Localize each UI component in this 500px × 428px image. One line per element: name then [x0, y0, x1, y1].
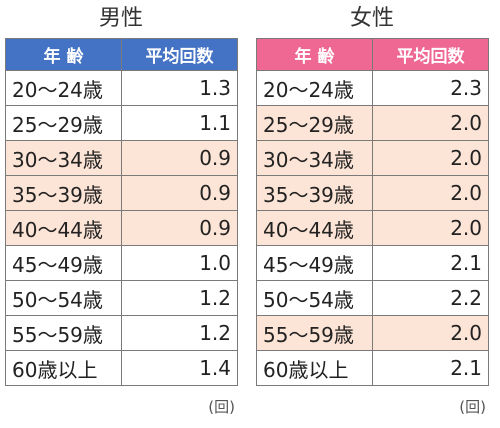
- male-table-body: 20～24歳 1.3 25～29歳 1.1 30～34歳 0.9 35～39歳 0.9 40～4…: [5, 70, 238, 386]
- age-range-cell: 50～54歳: [256, 280, 373, 316]
- female-table-body: 20～24歳 2.3 25～29歳 2.0 30～34歳 2.0 35～39歳 2.0 40～4…: [256, 70, 489, 386]
- table-row: 25～29歳 2.0: [256, 105, 489, 141]
- average-count-cell: 1.1: [121, 105, 238, 141]
- table-row: 35～39歳 2.0: [256, 175, 489, 211]
- average-count-cell: 2.3: [372, 70, 489, 106]
- age-range-cell: 45～49歳: [256, 245, 373, 281]
- average-count-cell: 1.2: [121, 280, 238, 316]
- average-count-cell: 1.0: [121, 245, 238, 281]
- age-range-cell: 25～29歳: [256, 105, 373, 141]
- age-range-cell: 35～39歳: [5, 175, 122, 211]
- average-count-cell: 0.9: [121, 140, 238, 176]
- average-count-cell: 1.2: [121, 315, 238, 351]
- average-count-cell: 0.9: [121, 175, 238, 211]
- average-count-cell: 2.2: [372, 280, 489, 316]
- male-table: 年 齢 平均回数 20～24歳 1.3 25～29歳 1.1 30～34歳 0.9 35～3…: [5, 38, 238, 386]
- table-row: 50～54歳 1.2: [5, 280, 238, 316]
- age-range-cell: 40～44歳: [256, 210, 373, 246]
- table-row: 60歳以上 2.1: [256, 350, 489, 386]
- average-count-cell: 1.3: [121, 70, 238, 106]
- age-range-cell: 35～39歳: [256, 175, 373, 211]
- table-row: 55～59歳 2.0: [256, 315, 489, 351]
- age-range-cell: 20～24歳: [256, 70, 373, 106]
- table-row: 30～34歳 2.0: [256, 140, 489, 176]
- female-table: 年 齢 平均回数 20～24歳 2.3 25～29歳 2.0 30～34歳 2.0 35～3…: [256, 38, 489, 386]
- average-count-cell: 2.0: [372, 315, 489, 351]
- table-row: 45～49歳 2.1: [256, 245, 489, 281]
- female-age-header: 年 齢: [256, 38, 373, 71]
- average-count-cell: 2.0: [372, 175, 489, 211]
- table-row: 40～44歳 0.9: [5, 210, 238, 246]
- male-value-header: 平均回数: [121, 38, 238, 71]
- table-row: 55～59歳 1.2: [5, 315, 238, 351]
- age-range-cell: 50～54歳: [5, 280, 122, 316]
- average-count-cell: 2.0: [372, 105, 489, 141]
- female-unit-label: (回): [459, 398, 486, 416]
- age-range-cell: 55～59歳: [5, 315, 122, 351]
- female-value-header: 平均回数: [372, 38, 489, 71]
- average-count-cell: 2.0: [372, 140, 489, 176]
- age-range-cell: 40～44歳: [5, 210, 122, 246]
- age-range-cell: 60歳以上: [5, 350, 122, 386]
- female-header-row: 年 齢 平均回数: [256, 38, 489, 71]
- male-header-row: 年 齢 平均回数: [5, 38, 238, 71]
- table-row: 20～24歳 1.3: [5, 70, 238, 106]
- table-row: 60歳以上 1.4: [5, 350, 238, 386]
- male-age-header: 年 齢: [5, 38, 122, 71]
- age-range-cell: 55～59歳: [256, 315, 373, 351]
- average-count-cell: 2.1: [372, 245, 489, 281]
- table-row: 25～29歳 1.1: [5, 105, 238, 141]
- age-range-cell: 45～49歳: [5, 245, 122, 281]
- average-count-cell: 2.0: [372, 210, 489, 246]
- table-row: 40～44歳 2.0: [256, 210, 489, 246]
- male-title: 男性: [98, 6, 143, 31]
- age-range-cell: 60歳以上: [256, 350, 373, 386]
- male-unit-label: (回): [208, 398, 235, 416]
- average-count-cell: 2.1: [372, 350, 489, 386]
- average-count-cell: 0.9: [121, 210, 238, 246]
- average-count-cell: 1.4: [121, 350, 238, 386]
- table-row: 45～49歳 1.0: [5, 245, 238, 281]
- female-title: 女性: [349, 6, 394, 31]
- age-range-cell: 30～34歳: [5, 140, 122, 176]
- table-row: 20～24歳 2.3: [256, 70, 489, 106]
- age-range-cell: 30～34歳: [256, 140, 373, 176]
- female-panel: 女性 年 齢 平均回数 20～24歳 2.3 25～29歳 2.0 30～34歳 2.0 3…: [256, 0, 489, 422]
- table-row: 30～34歳 0.9: [5, 140, 238, 176]
- age-range-cell: 25～29歳: [5, 105, 122, 141]
- male-panel: 男性 年 齢 平均回数 20～24歳 1.3 25～29歳 1.1 30～34歳 0.9 3…: [5, 0, 238, 422]
- table-row: 35～39歳 0.9: [5, 175, 238, 211]
- table-row: 50～54歳 2.2: [256, 280, 489, 316]
- age-range-cell: 20～24歳: [5, 70, 122, 106]
